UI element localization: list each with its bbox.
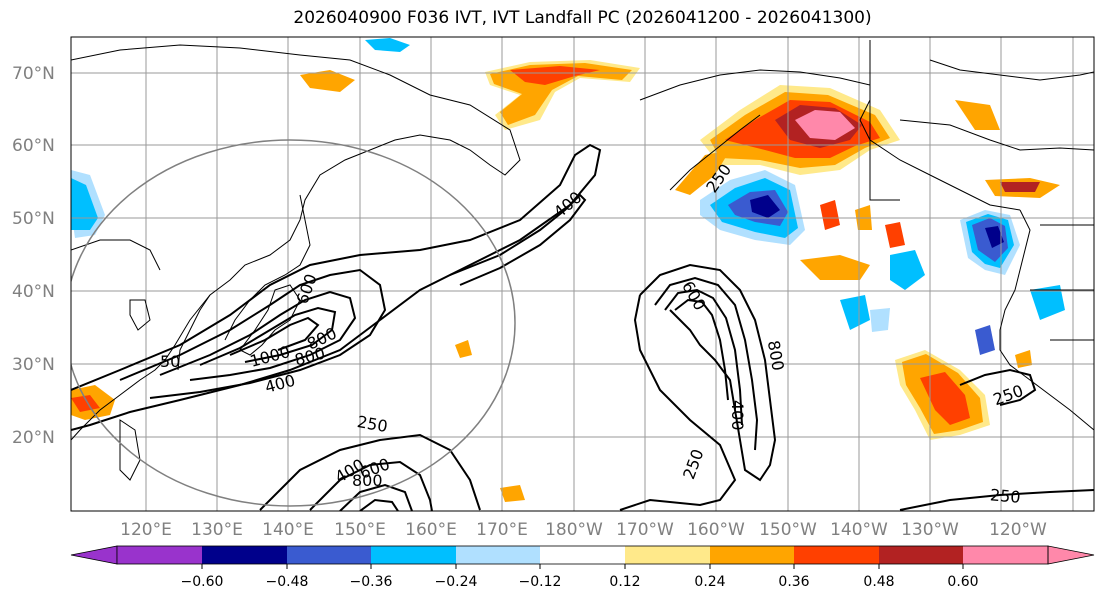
colorbar-swatch [456,546,540,564]
lat-label: 50°N [12,209,55,229]
colorbar-tick: −0.60 [181,574,224,590]
colorbar-swatch [287,546,371,564]
ivt-contours [71,143,1094,511]
map-background [71,37,1094,511]
colorbar-swatch [371,546,456,564]
colorbar-swatch [117,546,202,564]
lon-label: 120°W [989,520,1047,540]
colorbar-tick: −0.24 [435,574,478,590]
lat-label: 20°N [12,428,55,448]
contour-label: 800 [352,471,383,490]
colorbar-tick: 0.60 [947,574,978,590]
lon-label: 160°W [687,520,745,540]
lon-label: 180°W [545,520,603,540]
lon-labels: 120°E 130°E 140°E 150°E 160°E 170°E 180°… [120,520,1047,540]
map-frame [70,36,1095,512]
colorbar-swatch [625,546,710,564]
lon-label: 160°E [405,520,457,540]
colorbar-tick: 0.36 [778,574,809,590]
lon-label: 150°W [759,520,817,540]
colorbar: −0.60 −0.48 −0.36 −0.24 −0.12 0.12 0.24 … [70,545,1095,590]
colorbar-tick: 0.12 [609,574,640,590]
colorbar-tick: 0.24 [694,574,725,590]
contour-label: 50 [160,352,180,371]
lat-label: 70°N [12,64,55,84]
contour-label: 400 [728,400,747,431]
lon-label: 150°E [334,520,386,540]
colorbar-swatch [540,546,625,564]
lat-label: 30°N [12,355,55,375]
lon-label: 170°E [476,520,528,540]
colorbar-tick: 0.48 [863,574,894,590]
colorbar-extend-low [70,545,118,565]
colorbar-swatch [202,546,287,564]
colorbar-swatch [710,546,794,564]
contour-label: 250 [989,485,1021,507]
colorbar-tick: −0.48 [266,574,309,590]
colorbar-extend-high [1047,545,1095,565]
lon-label: 130°E [191,520,243,540]
lon-label: 130°W [901,520,959,540]
colorbar-tick: −0.36 [350,574,393,590]
lon-label: 140°E [262,520,314,540]
colorbar-swatch [794,546,879,564]
lat-label: 60°N [12,136,55,156]
lat-label: 40°N [12,282,55,302]
colorbar-tick: −0.12 [519,574,562,590]
landfall-circle [71,139,516,507]
plot-title: 2026040900 F036 IVT, IVT Landfall PC (20… [293,8,872,28]
graticule [71,37,1094,511]
colorbar-swatch [879,546,963,564]
lon-label: 140°W [830,520,888,540]
colorbar-swatch [963,546,1048,564]
lat-labels: 70°N 60°N 50°N 40°N 30°N 20°N [12,64,55,448]
pc-shading [71,38,1065,502]
lon-label: 120°E [120,520,172,540]
lon-label: 170°W [616,520,674,540]
